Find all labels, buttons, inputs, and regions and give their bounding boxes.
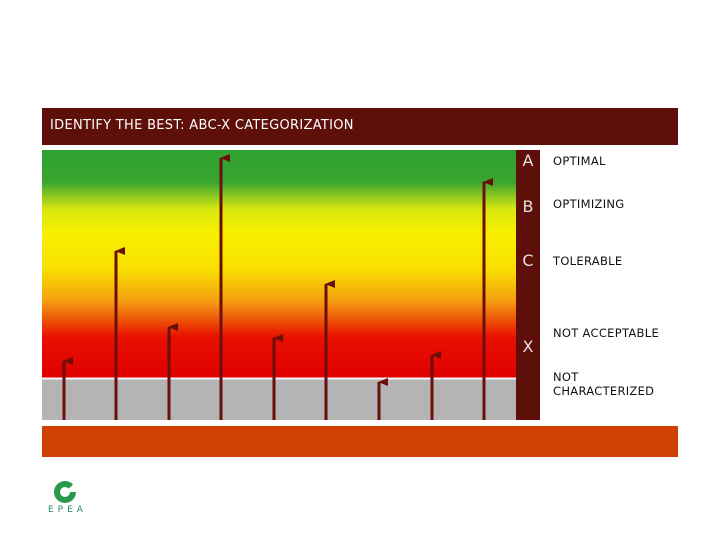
category-label: OPTIMAL <box>553 154 606 168</box>
category-letter: X <box>522 337 534 356</box>
footer-bar <box>42 426 678 457</box>
logo-mark <box>54 478 80 503</box>
gray-band <box>42 378 516 420</box>
arrows <box>62 154 493 420</box>
uncategorized-label: NOT CHARACTERIZED <box>553 370 655 398</box>
letter-strip <box>516 150 540 420</box>
slide-title: IDENTIFY THE BEST: ABC-X CATEGORIZATION <box>50 118 354 133</box>
logo-text: EPEA <box>48 505 87 515</box>
category-label: OPTIMIZING <box>553 197 625 211</box>
category-letter: C <box>522 251 534 270</box>
category-label: NOT ACCEPTABLE <box>553 326 660 340</box>
category-letter: B <box>522 197 534 216</box>
gradient-scale <box>42 150 516 378</box>
category-label: TOLERABLE <box>553 254 623 268</box>
category-letter: A <box>522 151 534 170</box>
title-bar <box>42 108 678 145</box>
